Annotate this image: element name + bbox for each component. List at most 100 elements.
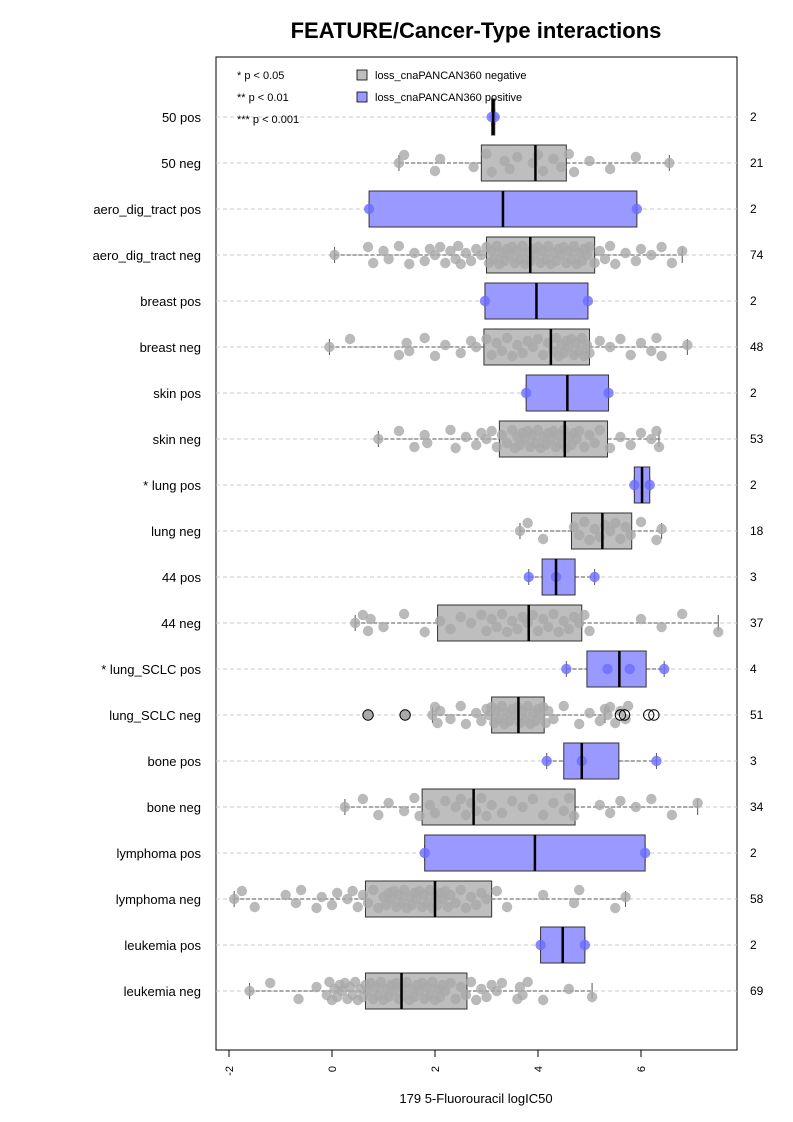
group-11-count: 37: [750, 616, 764, 630]
legend: * p < 0.05 ** p < 0.01 *** p < 0.001 los…: [237, 69, 526, 126]
group-3-point: [378, 245, 389, 257]
group-13-point: [622, 700, 634, 712]
group-13-outlier: [648, 709, 660, 721]
boxes: [228, 98, 724, 1010]
group-6-point: [603, 387, 614, 399]
group-16-count: 2: [750, 846, 757, 860]
group-15-label: bone neg: [147, 800, 201, 815]
group-13-point: [615, 705, 626, 717]
group-11-point: [537, 613, 549, 625]
group-17-point: [460, 902, 472, 914]
legend-sig-2: ** p < 0.01: [237, 92, 289, 104]
group-14-point: [651, 755, 662, 767]
group-12-box: [586, 650, 647, 688]
group-19-point: [455, 981, 466, 993]
group-17-point: [491, 885, 502, 897]
group-11-point: [656, 621, 667, 633]
x-tick-label: 6: [636, 1066, 648, 1072]
group-11-point: [558, 615, 569, 627]
group-9-point: [651, 534, 662, 546]
group-11-point: [365, 613, 376, 625]
group-3-point: [610, 258, 621, 270]
group-9-point: [620, 521, 631, 533]
group-17-point: [342, 893, 353, 905]
group-11-point: [635, 613, 647, 625]
group-7-count: 53: [750, 432, 764, 446]
group-15-point: [537, 809, 549, 821]
group-3-point: [630, 255, 642, 267]
group-5-point: [656, 350, 667, 362]
legend-label-negative: loss_cnaPANCAN360 negative: [375, 70, 526, 82]
group-15-point: [486, 799, 497, 811]
group-11-point: [512, 623, 523, 635]
group-19-point: [471, 994, 482, 1006]
group-15-point: [548, 797, 559, 809]
group-19-point: [265, 977, 276, 989]
group-3-point: [646, 249, 657, 261]
group-3-point: [440, 257, 451, 269]
group-7-point: [445, 424, 456, 436]
group-19-label: leukemia neg: [124, 984, 201, 999]
group-4-count: 2: [750, 294, 757, 308]
group-10-point: [589, 571, 600, 583]
group-3-point: [620, 247, 631, 259]
group-19-point: [362, 985, 374, 997]
group-labels: 50 pos 50 neg aero_dig_tract pos aero_dig_t…: [93, 110, 202, 999]
group-19-count: 69: [750, 984, 764, 998]
group-7-point: [574, 425, 585, 437]
group-5-label: breast neg: [140, 340, 201, 355]
group-1-count: 21: [750, 156, 764, 170]
group-1-point: [512, 151, 523, 163]
group-5-point: [604, 341, 616, 353]
group-17-point: [290, 897, 302, 909]
group-3-point: [393, 240, 405, 252]
group-5-point: [324, 341, 335, 353]
group-7-point: [571, 433, 582, 445]
group-9-point: [604, 525, 616, 537]
group-19-point: [476, 983, 487, 995]
group-13-point: [471, 707, 482, 719]
group-17-point: [362, 897, 374, 909]
group-2-count: 2: [750, 202, 757, 216]
group-17-label: lymphoma neg: [116, 892, 201, 907]
group-11-point: [434, 615, 446, 627]
group-15-point: [646, 793, 657, 805]
group-8-point: [629, 479, 640, 491]
group-15-point: [558, 805, 569, 817]
group-15-point: [429, 807, 441, 819]
group-5-count: 48: [750, 340, 764, 354]
group-1-label: 50 neg: [161, 156, 201, 171]
group-1-point: [434, 153, 446, 165]
group-7-point: [373, 433, 384, 445]
group-11-point: [481, 625, 492, 637]
group-7-point: [653, 441, 665, 453]
group-5-point: [486, 349, 497, 361]
group-15-point: [507, 795, 518, 807]
group-17-count: 58: [750, 892, 764, 906]
group-1-point: [604, 163, 616, 175]
group-5-point: [527, 341, 539, 353]
group-7-point: [579, 441, 590, 453]
group-17-point: [471, 899, 482, 911]
group-5-point: [563, 341, 575, 353]
group-13-outlier: [643, 709, 655, 721]
group-14-count: 3: [750, 754, 757, 768]
group-12-point: [561, 663, 572, 675]
group-11-point: [553, 626, 564, 638]
group-13-point: [610, 717, 621, 729]
group-3-point: [594, 245, 605, 257]
group-11-point: [574, 617, 585, 629]
group-3-point: [555, 249, 567, 261]
group-11-point: [486, 613, 497, 625]
group-11-point: [677, 608, 688, 620]
group-6-label: skin pos: [153, 386, 201, 401]
group-9-point: [574, 529, 585, 541]
legend-swatch-positive: [356, 91, 368, 103]
group-17-point: [326, 899, 338, 911]
group-17-point: [386, 893, 397, 905]
group-19-point: [414, 985, 425, 997]
group-5-point: [429, 350, 441, 362]
group-5-point: [401, 337, 412, 349]
group-6-count: 2: [750, 386, 757, 400]
group-4-label: breast pos: [140, 294, 201, 309]
